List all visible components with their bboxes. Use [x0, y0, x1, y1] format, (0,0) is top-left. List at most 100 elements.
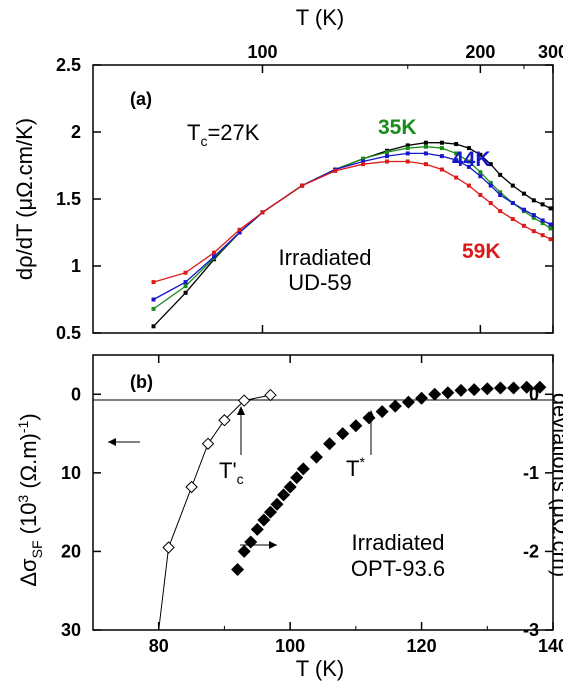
panel-b-x-tick-label: 140: [538, 636, 563, 656]
data-point-27k: [454, 142, 459, 147]
filled-diamond-point: [349, 419, 363, 433]
panel-b-y-right-ticks: 0 -1 -2 -3: [523, 384, 553, 640]
data-point-44k: [439, 154, 444, 159]
data-point-59k: [237, 227, 242, 232]
data-point-44k: [540, 218, 545, 223]
filled-diamond-point: [283, 480, 297, 494]
open-diamond-point: [264, 388, 277, 402]
data-point-44k: [478, 174, 483, 179]
panel-a-x-ticks: 100 200 300: [247, 42, 563, 333]
panel-a-y-tick-label: 0.5: [56, 323, 81, 343]
data-point-27k: [510, 183, 515, 188]
filled-diamond-point: [257, 513, 271, 527]
data-point-59k: [488, 201, 493, 206]
data-point-59k: [423, 162, 428, 167]
panel-b-annotation-line2: OPT-93.6: [351, 556, 445, 581]
data-point-59k: [454, 175, 459, 180]
data-point-59k: [531, 229, 536, 234]
data-point-27k: [151, 324, 156, 329]
panel-b-x-tick-label: 100: [275, 636, 305, 656]
data-point-59k: [439, 167, 444, 172]
data-point-27k: [531, 198, 536, 203]
series-label-44k: 44K: [452, 148, 491, 171]
data-point-44k: [361, 159, 366, 164]
data-point-44k: [488, 183, 493, 188]
panel-a-annotation-line2: UD-59: [288, 270, 352, 295]
open-diamond-point: [201, 437, 215, 450]
t-star-label: T*: [346, 454, 365, 481]
data-point-59k: [183, 270, 188, 275]
data-point-27k: [488, 162, 493, 167]
data-point-59k: [466, 183, 471, 188]
panel-b-y-right-tick-label: -1: [523, 463, 539, 483]
open-diamond-point: [162, 541, 175, 554]
panel-a-ylabel: dρ/dT (μΩ.cm/K): [12, 118, 37, 280]
data-point-27k: [540, 202, 545, 207]
panel-a-y-tick-label: 1.5: [56, 189, 81, 209]
data-point-59k: [510, 217, 515, 222]
data-point-27k: [478, 152, 483, 157]
panel-a-xlabel: T (K): [296, 5, 344, 30]
panel-b-ylabel-right: deviations (μΩ.cm): [548, 393, 563, 577]
panel-b-frame: [92, 354, 554, 631]
panel-a-y-tick-label: 2.5: [56, 55, 81, 75]
data-point-35k: [405, 146, 410, 151]
filled-diamond-point: [507, 381, 521, 395]
data-point-35k: [540, 221, 545, 226]
tc-symbol: Tc=27K: [187, 120, 260, 149]
tc-prime-label: T'c: [219, 458, 244, 487]
open-diamond-point: [185, 480, 198, 494]
filled-diamond-point: [375, 405, 389, 419]
data-point-27k: [466, 146, 471, 151]
arrow-tc-prime: [237, 406, 245, 455]
filled-diamond-point: [401, 395, 415, 409]
panel-a-y-tick-label: 2: [71, 122, 81, 142]
arrow-left-axis: [108, 438, 140, 446]
data-point-59k: [498, 209, 503, 214]
filled-diamond-point: [388, 399, 402, 413]
filled-diamond-point: [336, 427, 350, 441]
filled-diamond-point: [231, 563, 245, 576]
data-point-35k: [548, 226, 553, 231]
series-line-27k: [153, 142, 551, 327]
data-point-59k: [521, 223, 526, 228]
filled-diamond-point: [270, 497, 284, 511]
data-point-35k: [488, 180, 493, 185]
panel-b-x-ticks: 80 100 120 140: [149, 355, 563, 656]
panel-a-x-tick-label: 200: [465, 42, 495, 62]
data-point-27k: [439, 140, 444, 145]
panel-a-x-tick-label: 100: [247, 42, 277, 62]
data-point-35k: [183, 284, 188, 289]
data-point-35k: [439, 146, 444, 151]
data-point-44k: [183, 280, 188, 285]
data-point-59k: [260, 210, 265, 215]
panel-a-y-ticks: 0.5 1 1.5 2 2.5: [56, 55, 553, 343]
data-point-35k: [384, 150, 389, 155]
data-point-44k: [466, 164, 471, 169]
panel-b: 80 100 120 140 0 10 20 30 0 -1 -2 -3 T (K) ΔσSF (…: [15, 354, 563, 681]
filled-diamond-point: [480, 382, 494, 396]
panel-a-annotation-line1: Irradiated: [279, 245, 372, 270]
data-point-44k: [521, 207, 526, 212]
filled-diamond-point: [441, 386, 455, 400]
filled-diamond-point: [415, 391, 429, 405]
data-point-27k: [183, 290, 188, 295]
data-point-35k: [361, 156, 366, 161]
data-point-59k: [300, 183, 305, 188]
filled-diamond-point: [323, 437, 337, 451]
panel-b-annotation-line1: Irradiated: [352, 530, 445, 555]
series-line-35k: [153, 146, 551, 310]
filled-diamond-point: [237, 544, 251, 558]
data-point-44k: [531, 213, 536, 218]
panel-b-y-left-tick-label: 20: [61, 541, 81, 561]
data-point-27k: [498, 172, 503, 177]
filled-diamond-point: [250, 522, 264, 536]
data-point-44k: [384, 154, 389, 159]
filled-diamond-point: [533, 380, 547, 394]
data-point-27k: [405, 143, 410, 148]
data-point-27k: [423, 140, 428, 145]
panel-a-y-tick-label: 1: [71, 256, 81, 276]
data-point-35k: [498, 190, 503, 195]
panel-b-xlabel: T (K): [296, 656, 344, 681]
